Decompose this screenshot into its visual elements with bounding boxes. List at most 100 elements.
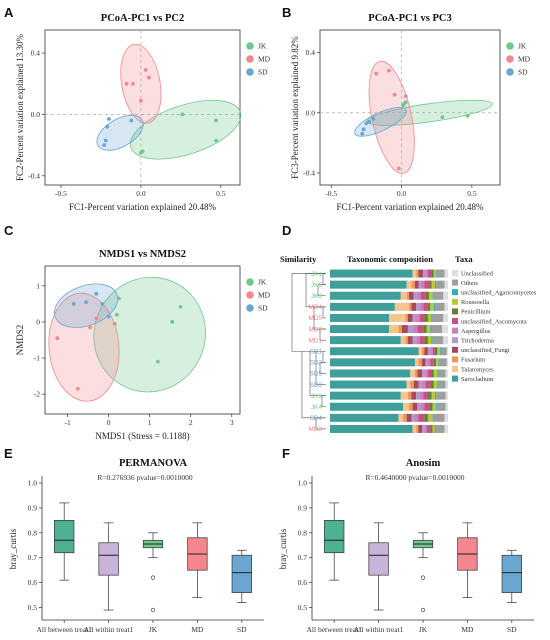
bar-segment — [438, 358, 440, 367]
legend-label-sd: SD — [258, 304, 268, 313]
bar-segment — [445, 391, 448, 400]
bar-segment — [430, 424, 433, 433]
bar-segment — [430, 325, 432, 334]
point-jk-1 — [214, 118, 218, 123]
chart-title: PERMANOVA — [119, 458, 187, 469]
bar-segment — [418, 380, 423, 389]
bar-segment — [389, 325, 399, 334]
point-sd-1 — [364, 121, 369, 126]
bar-segment — [416, 391, 420, 400]
x-axis-label: NMDS1 (Stress = 0.1188) — [95, 431, 189, 441]
sample-label-md5: MD5 — [309, 315, 323, 322]
point-jk-5 — [114, 312, 119, 317]
bar-segment — [429, 291, 433, 300]
bar-segment — [431, 325, 443, 334]
point-sd-3 — [94, 291, 99, 296]
chart-title: NMDS1 vs NMDS2 — [99, 249, 186, 260]
bar-segment — [407, 391, 412, 400]
point-sd-2 — [361, 127, 366, 132]
bar-segment — [420, 291, 426, 300]
point-jk-1 — [465, 113, 470, 118]
box-1 — [324, 520, 345, 554]
point-md-4 — [392, 92, 397, 97]
taxa-legend-label: Roussoella — [461, 299, 489, 306]
taxa-legend-label: unclassified_Ascomycota — [461, 318, 527, 325]
x-tick-label: 0.5 — [216, 189, 226, 198]
x-tick-label: 0.5 — [467, 189, 477, 198]
bar-segment — [410, 369, 415, 378]
bar-segment — [424, 280, 430, 289]
dendrogram-branch — [319, 362, 326, 374]
x-axis-label: FC1-Percent variation explained 20.48% — [69, 202, 216, 212]
taxa-legend-label: Penicillium — [461, 309, 490, 316]
bar-segment — [427, 347, 431, 356]
dendrogram-branch — [322, 273, 326, 285]
bar-segment — [431, 369, 434, 378]
bar-segment — [330, 391, 401, 400]
legend-label-md: MD — [258, 55, 271, 64]
dendrogram-branch — [322, 350, 326, 363]
point-sd-4 — [367, 119, 372, 124]
sample-label-md3: MD3 — [309, 426, 323, 433]
bar-segment — [412, 402, 418, 411]
bar-segment — [416, 313, 420, 322]
chart-title: PCoA-PC1 vs PC2 — [101, 13, 184, 24]
bar-segment — [407, 325, 413, 334]
point-sd-5 — [129, 118, 134, 123]
bar-segment — [330, 380, 407, 389]
bar-segment — [431, 336, 433, 345]
taxa-legend-label: Trichoderma — [461, 338, 494, 345]
point-sd-3 — [360, 131, 365, 136]
ellipse-md — [120, 43, 162, 124]
bar-segment — [444, 424, 448, 433]
bar-segment — [425, 269, 428, 278]
point-sd-5 — [371, 116, 376, 121]
x-tick-label: MD — [461, 625, 474, 634]
point-md-1 — [374, 71, 379, 76]
bar-segment — [409, 291, 414, 300]
sample-label-sd2: SD2 — [310, 382, 323, 389]
taxa-legend-label: Unclassified — [461, 270, 494, 277]
y-tick-label: 0.7 — [298, 553, 308, 562]
bar-segment — [407, 313, 413, 322]
bar-segment — [422, 424, 425, 433]
taxa-legend-swatch — [452, 356, 458, 363]
x-tick-label: All between treat1 — [36, 625, 92, 634]
point-jk-2 — [440, 115, 445, 120]
bar-segment — [411, 280, 415, 289]
x-tick-label: -1 — [64, 418, 70, 427]
bar-segment — [436, 280, 445, 289]
bar-segment — [403, 413, 407, 422]
bar-segment — [417, 325, 424, 334]
bar-segment — [443, 336, 448, 345]
ellipse-sd — [54, 283, 119, 328]
bar-segment — [419, 302, 424, 311]
bar-segment — [444, 269, 448, 278]
point-md-1 — [131, 81, 135, 86]
bar-segment — [423, 391, 428, 400]
bar-segment — [398, 325, 402, 334]
point-jk-2 — [170, 320, 175, 324]
bar-segment — [420, 280, 425, 289]
bar-segment — [330, 402, 404, 411]
point-jk-5 — [402, 101, 407, 106]
bar-segment — [422, 369, 426, 378]
bar-segment — [412, 313, 417, 322]
legend-label-sd: SD — [518, 68, 528, 77]
bar-segment — [426, 424, 431, 433]
bar-segment — [414, 280, 419, 289]
dendrogram-branch — [315, 350, 326, 385]
bar-segment — [398, 413, 404, 422]
bar-segment — [436, 358, 439, 367]
bar-segment — [425, 291, 430, 300]
taxa-legend-label: unclassified_Fungi — [461, 347, 510, 354]
bar-segment — [418, 269, 424, 278]
bar-segment — [330, 358, 415, 367]
bar-segment — [412, 269, 417, 278]
taxa-legend-label: Others — [461, 280, 479, 287]
taxa-legend-swatch — [452, 318, 458, 324]
sample-label-jk3: JK3 — [311, 393, 322, 400]
point-jk-5 — [139, 150, 143, 155]
bar-segment — [407, 336, 413, 345]
ellipse-jk — [93, 276, 206, 393]
